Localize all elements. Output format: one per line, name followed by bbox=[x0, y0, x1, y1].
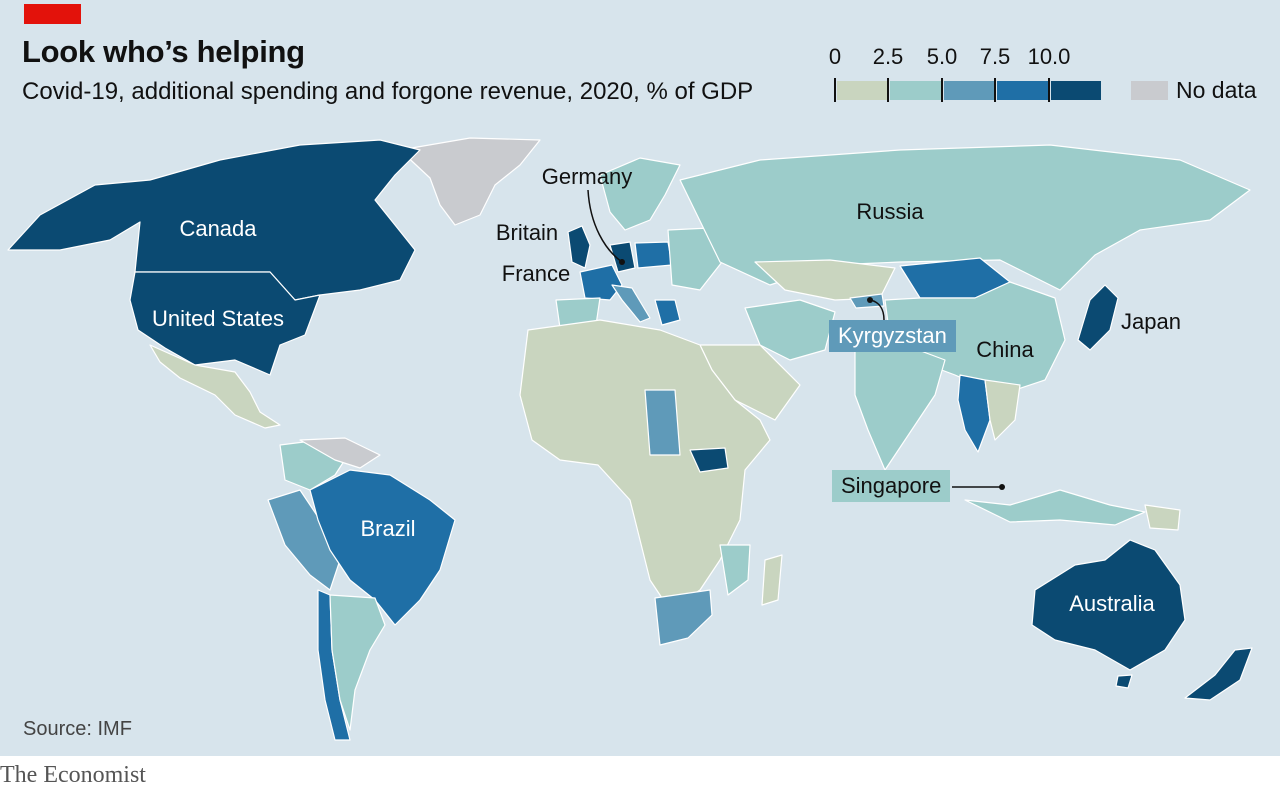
label-australia: Australia bbox=[1069, 591, 1155, 616]
southeast-asia-shape bbox=[984, 379, 1021, 441]
legend-bin-3 bbox=[997, 81, 1048, 100]
label-germany: Germany bbox=[542, 164, 632, 189]
mexico-shape bbox=[149, 344, 281, 429]
label-france: France bbox=[502, 261, 570, 286]
tasmania-shape bbox=[1115, 674, 1133, 689]
label-russia: Russia bbox=[856, 199, 924, 224]
papua-new-guinea-shape bbox=[1144, 504, 1181, 531]
madagascar-shape bbox=[761, 554, 783, 606]
legend-no-data-swatch bbox=[1131, 81, 1168, 100]
label-canada: Canada bbox=[179, 216, 257, 241]
north-africa-shape bbox=[519, 319, 771, 611]
united-states-shape bbox=[129, 271, 321, 376]
argentina-shape bbox=[329, 594, 386, 731]
world-map: Canada United States Brazil Australia Ge… bbox=[7, 137, 1253, 741]
legend-no-data-label: No data bbox=[1176, 77, 1257, 103]
brand-red-tab bbox=[24, 4, 81, 24]
poland-shape bbox=[634, 241, 673, 269]
label-britain: Britain bbox=[496, 220, 558, 245]
legend-divider bbox=[994, 78, 996, 102]
publisher-brand: The Economist bbox=[0, 762, 146, 788]
legend-divider bbox=[887, 78, 889, 102]
south-africa-shape bbox=[654, 589, 713, 646]
south-sudan-shape bbox=[689, 447, 729, 473]
legend-bin-0 bbox=[837, 81, 887, 100]
mozambique-shape bbox=[719, 544, 751, 596]
legend-divider bbox=[1048, 78, 1050, 102]
peru-shape bbox=[267, 489, 341, 591]
chart-subtitle: Covid-19, additional spending and forgon… bbox=[22, 78, 754, 105]
legend-tick-3: 7.5 bbox=[979, 44, 1011, 69]
label-japan: Japan bbox=[1121, 309, 1181, 334]
kyrgyzstan-marker bbox=[867, 297, 873, 303]
kyrgyzstan-shape bbox=[849, 293, 885, 309]
legend: 0 2.5 5.0 7.5 10.0 No data bbox=[0, 0, 1280, 110]
brazil-shape bbox=[309, 469, 456, 626]
label-singapore: Singapore bbox=[832, 470, 951, 502]
label-brazil: Brazil bbox=[360, 516, 415, 541]
map-panel: Look who’s helping Covid-19, additional … bbox=[0, 0, 1280, 756]
legend-divider bbox=[834, 78, 836, 102]
india-shape bbox=[854, 344, 946, 471]
legend-tick-0: 0 bbox=[828, 44, 842, 69]
label-united-states: United States bbox=[152, 306, 284, 331]
guyana-region-shape bbox=[299, 437, 381, 469]
legend-tick-2: 5.0 bbox=[926, 44, 958, 69]
kazakhstan-shape bbox=[754, 259, 896, 301]
italy-shape bbox=[611, 284, 651, 323]
thailand-shape bbox=[957, 374, 991, 453]
germany-leader-line bbox=[587, 189, 623, 263]
label-china: China bbox=[976, 337, 1034, 362]
greece-shape bbox=[654, 299, 681, 326]
label-kyrgyzstan: Kyrgyzstan bbox=[829, 320, 956, 352]
greenland-shape bbox=[399, 137, 541, 226]
new-zealand-shape bbox=[1184, 647, 1253, 701]
indonesia-shape bbox=[964, 489, 1146, 526]
france-shape bbox=[579, 264, 623, 301]
source-note: Source: IMF bbox=[23, 718, 132, 740]
britain-shape bbox=[567, 225, 591, 269]
legend-bin-2 bbox=[944, 81, 994, 100]
chart-title: Look who’s helping bbox=[22, 34, 305, 69]
chad-shape bbox=[644, 389, 681, 456]
australia-shape bbox=[1031, 539, 1186, 671]
singapore-marker bbox=[999, 484, 1005, 490]
legend-tick-1: 2.5 bbox=[872, 44, 904, 69]
germany-marker bbox=[619, 259, 625, 265]
scandinavia-shape bbox=[599, 157, 681, 231]
canada-shape bbox=[7, 139, 421, 301]
legend-tick-4: 10.0 bbox=[1027, 44, 1071, 69]
legend-bin-1 bbox=[890, 81, 941, 100]
germany-shape bbox=[609, 241, 636, 273]
legend-divider bbox=[941, 78, 943, 102]
legend-bin-4 bbox=[1051, 81, 1101, 100]
japan-shape bbox=[1077, 284, 1119, 351]
